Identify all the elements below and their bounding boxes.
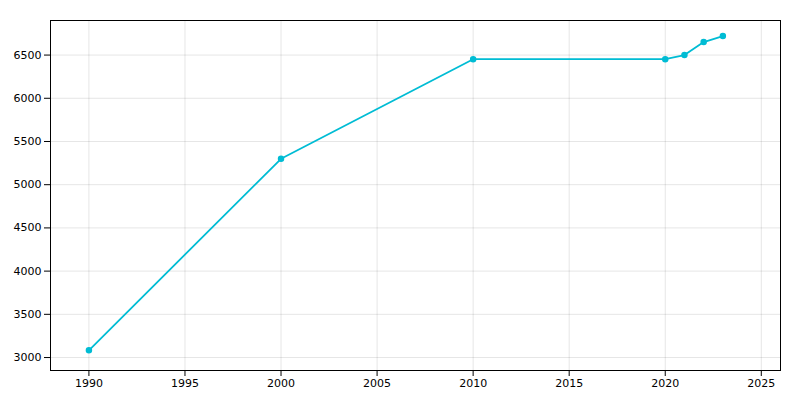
svg-text:6000: 6000	[14, 92, 42, 105]
svg-text:4000: 4000	[14, 265, 42, 278]
svg-text:6500: 6500	[14, 49, 42, 62]
svg-text:1990: 1990	[75, 377, 103, 390]
svg-text:2020: 2020	[651, 377, 679, 390]
svg-text:1995: 1995	[171, 377, 199, 390]
svg-text:5500: 5500	[14, 135, 42, 148]
svg-text:3500: 3500	[14, 308, 42, 321]
svg-text:2005: 2005	[363, 377, 391, 390]
svg-text:2015: 2015	[555, 377, 583, 390]
svg-text:2010: 2010	[459, 377, 487, 390]
svg-text:4500: 4500	[14, 221, 42, 234]
svg-text:2025: 2025	[747, 377, 775, 390]
svg-text:5000: 5000	[14, 178, 42, 191]
svg-text:2000: 2000	[267, 377, 295, 390]
svg-text:3000: 3000	[14, 351, 42, 364]
